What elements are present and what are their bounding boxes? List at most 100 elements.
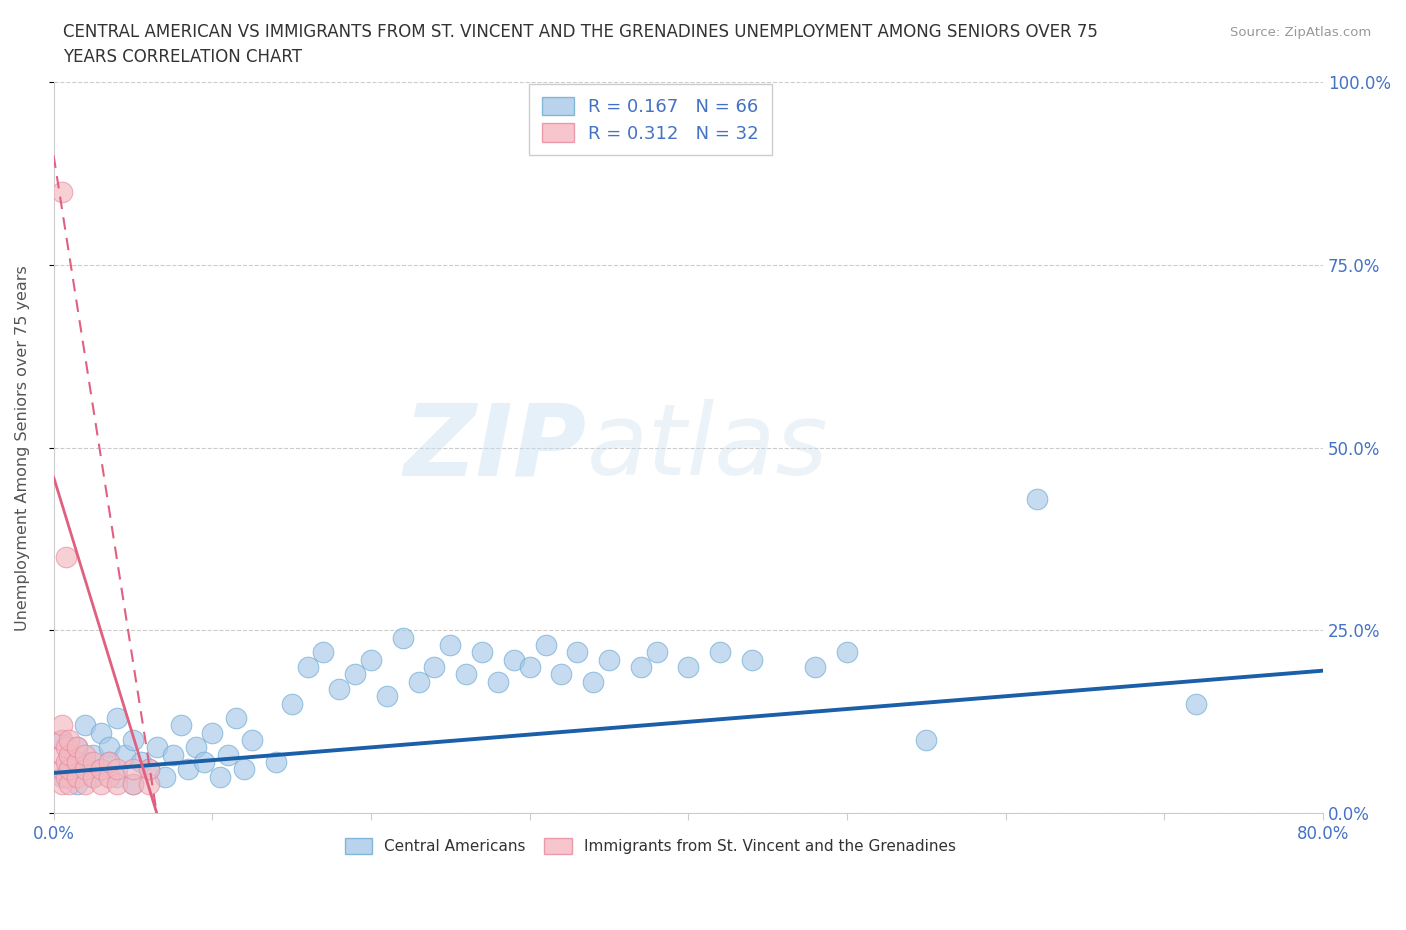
Point [630,659,652,674]
Point [122,777,145,791]
Point [360,652,382,667]
Point [98,740,121,755]
Point [328,682,350,697]
Text: CENTRAL AMERICAN VS IMMIGRANTS FROM ST. VINCENT AND THE GRENADINES UNEMPLOYMENT : CENTRAL AMERICAN VS IMMIGRANTS FROM ST. … [63,23,1098,41]
Point [55,769,77,784]
Point [169,718,191,733]
Point [66,740,89,755]
Point [105,711,128,725]
Point [58,762,80,777]
Point [550,667,572,682]
Text: Source: ZipAtlas.com: Source: ZipAtlas.com [1230,26,1371,39]
Point [145,740,167,755]
Point [582,674,605,689]
Point [75,762,97,777]
Point [98,769,121,784]
Point [502,652,524,667]
Point [209,769,232,784]
Point [297,659,319,674]
Point [344,667,367,682]
Point [51,185,73,200]
Point [82,769,104,784]
Point [58,733,80,748]
Point [55,754,77,769]
Point [598,652,620,667]
Point [98,754,121,769]
Point [82,769,104,784]
Point [55,550,77,565]
Point [915,733,938,748]
Point [439,638,461,653]
Point [82,747,104,762]
Point [82,754,104,769]
Point [375,689,398,704]
Point [408,674,430,689]
Point [1026,491,1049,506]
Point [486,674,509,689]
Point [138,777,160,791]
Point [51,777,73,791]
Point [186,740,208,755]
Point [66,769,89,784]
Point [58,762,80,777]
Point [129,754,152,769]
Point [225,711,247,725]
Point [122,777,145,791]
Point [471,644,494,659]
Text: ZIP: ZIP [404,399,586,497]
Point [1185,696,1208,711]
Point [312,644,335,659]
Point [58,747,80,762]
Point [105,762,128,777]
Point [90,762,112,777]
Point [90,777,112,791]
Point [75,718,97,733]
Point [804,659,827,674]
Point [98,754,121,769]
Point [741,652,763,667]
Point [567,644,589,659]
Point [280,696,302,711]
Point [456,667,478,682]
Point [645,644,668,659]
Point [201,725,224,740]
Point [66,740,89,755]
Point [162,747,184,762]
Y-axis label: Unemployment Among Seniors over 75 years: Unemployment Among Seniors over 75 years [15,265,30,631]
Point [534,638,557,653]
Point [678,659,700,674]
Point [51,769,73,784]
Point [75,777,97,791]
Point [122,733,145,748]
Point [75,747,97,762]
Point [51,733,73,748]
Point [55,740,77,755]
Point [193,754,215,769]
Point [75,754,97,769]
Point [66,777,89,791]
Point [51,718,73,733]
Point [51,762,73,777]
Text: YEARS CORRELATION CHART: YEARS CORRELATION CHART [63,48,302,66]
Point [51,733,73,748]
Point [66,754,89,769]
Point [105,777,128,791]
Point [177,762,200,777]
Point [51,747,73,762]
Point [105,769,128,784]
Point [835,644,858,659]
Point [264,754,287,769]
Point [233,762,256,777]
Text: atlas: atlas [586,399,828,497]
Point [90,725,112,740]
Point [58,777,80,791]
Point [519,659,541,674]
Point [114,747,136,762]
Point [90,762,112,777]
Point [122,762,145,777]
Point [391,631,413,645]
Point [58,747,80,762]
Point [138,762,160,777]
Point [138,762,160,777]
Point [217,747,239,762]
